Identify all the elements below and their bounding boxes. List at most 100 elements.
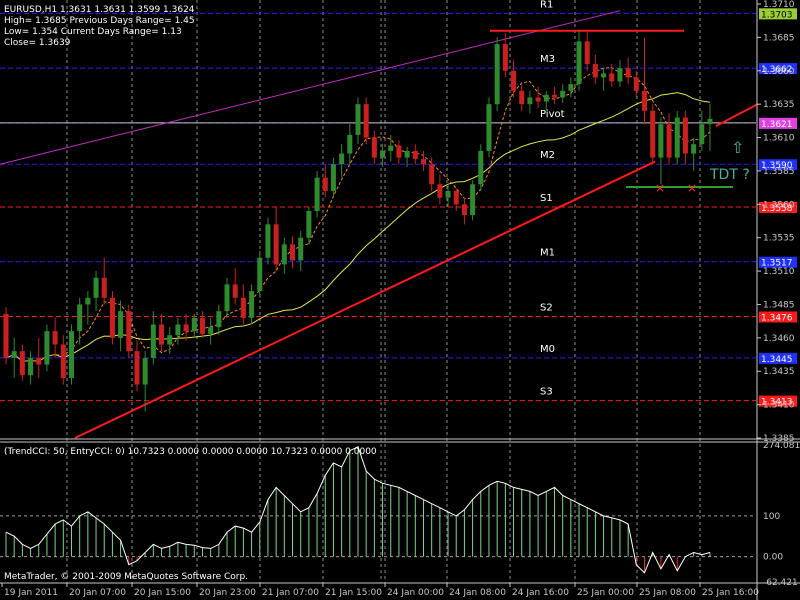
candle <box>388 134 394 162</box>
candle <box>560 84 566 103</box>
candle <box>142 351 148 412</box>
pivot-label-m1: M1 <box>540 248 555 259</box>
candle <box>633 70 639 98</box>
candle-body <box>183 324 189 332</box>
candle-body <box>60 344 66 378</box>
candle-body <box>625 68 631 78</box>
candle-body <box>52 331 58 345</box>
candle <box>306 206 312 245</box>
candle-body <box>93 277 99 298</box>
candle-body <box>691 144 697 154</box>
pivot-tag-s3: 1.3413 <box>761 398 793 408</box>
pivot-label-s3: S3 <box>540 387 553 398</box>
candle-layer <box>3 30 713 412</box>
candle-body <box>19 351 25 376</box>
candle <box>445 184 451 207</box>
upper-channel-line <box>0 10 621 165</box>
price-tick-label: 1.3435 <box>763 367 795 377</box>
candle-body <box>355 104 361 135</box>
candle <box>93 271 99 312</box>
time-tick-label: 20 Jan 07:00 <box>69 588 126 598</box>
candle <box>3 307 9 365</box>
candle-body <box>592 64 598 78</box>
candle <box>273 206 279 272</box>
time-tick-label: 21 Jan 15:00 <box>325 588 382 598</box>
candle-body <box>11 351 17 358</box>
candle <box>691 137 697 171</box>
candle <box>437 174 443 205</box>
price-tick-label: 1.3560 <box>763 200 795 210</box>
pivot-label-m3: M3 <box>540 54 555 65</box>
candle <box>576 30 582 91</box>
candle-body <box>494 44 500 105</box>
candle <box>68 324 74 385</box>
candle <box>109 291 115 345</box>
candle <box>347 124 353 165</box>
candle-body <box>339 153 345 165</box>
candle <box>527 90 533 114</box>
candle-body <box>429 164 435 185</box>
candle <box>609 64 615 87</box>
candle <box>19 344 25 381</box>
candle <box>224 277 230 318</box>
cci-tick-label: 274.081 <box>763 441 800 451</box>
candle-body <box>666 124 672 158</box>
candle <box>159 313 165 352</box>
candle-body <box>273 224 279 265</box>
candle <box>568 77 574 98</box>
time-tick-label: 21 Jan 07:00 <box>262 588 319 598</box>
header-line-4: Close= 1.3639 <box>4 38 71 48</box>
candle <box>658 117 664 185</box>
candle-body <box>535 97 541 102</box>
price-tick-label: 1.3510 <box>763 267 795 277</box>
candle-body <box>568 84 574 91</box>
candle <box>429 157 435 191</box>
candle <box>453 188 459 211</box>
current-price-tag: 1.3703 <box>761 10 793 20</box>
candle-body <box>461 204 467 215</box>
candle-body <box>167 335 173 345</box>
candle-body <box>126 311 132 352</box>
candle <box>191 313 197 338</box>
pivot-tag-bg <box>759 256 797 268</box>
candle <box>601 68 607 91</box>
price-tick-label: 1.3485 <box>763 300 795 310</box>
support-trendline <box>74 160 656 439</box>
candle-body <box>380 150 386 158</box>
candle <box>134 340 140 392</box>
candle-body <box>150 324 156 358</box>
candle-body <box>77 304 83 332</box>
candle <box>584 30 590 71</box>
pivot-label-m0: M0 <box>540 344 555 355</box>
cci-tick-label: 100 <box>763 512 780 522</box>
time-tick-label: 24 Jan 00:00 <box>387 588 444 598</box>
candle-body <box>330 164 336 191</box>
pivot-tag-m0: 1.3445 <box>761 355 793 365</box>
pivot-tag-bg <box>759 159 797 171</box>
candle <box>257 251 263 298</box>
candle <box>314 170 320 218</box>
fast-moving-average <box>5 67 711 362</box>
bid-price-tag: 1.3621 <box>761 120 793 130</box>
candle <box>208 317 214 345</box>
candle <box>478 144 484 191</box>
candle-body <box>633 77 639 91</box>
candle-body <box>527 97 533 105</box>
candle <box>535 86 541 109</box>
candle <box>298 231 304 272</box>
candle <box>625 57 631 85</box>
candle-body <box>543 94 549 102</box>
candle-body <box>109 297 115 338</box>
candle-body <box>478 150 484 185</box>
candle-body <box>396 145 402 158</box>
candle <box>674 110 680 165</box>
candle <box>404 146 410 167</box>
candle-body <box>322 177 328 191</box>
pivot-tag-m1: 1.3517 <box>761 259 793 269</box>
candle <box>396 140 402 165</box>
candle <box>118 300 124 352</box>
candle <box>551 86 557 105</box>
candle-body <box>650 110 656 158</box>
time-tick-label: 20 Jan 15:00 <box>134 588 191 598</box>
candle-body <box>420 158 426 165</box>
